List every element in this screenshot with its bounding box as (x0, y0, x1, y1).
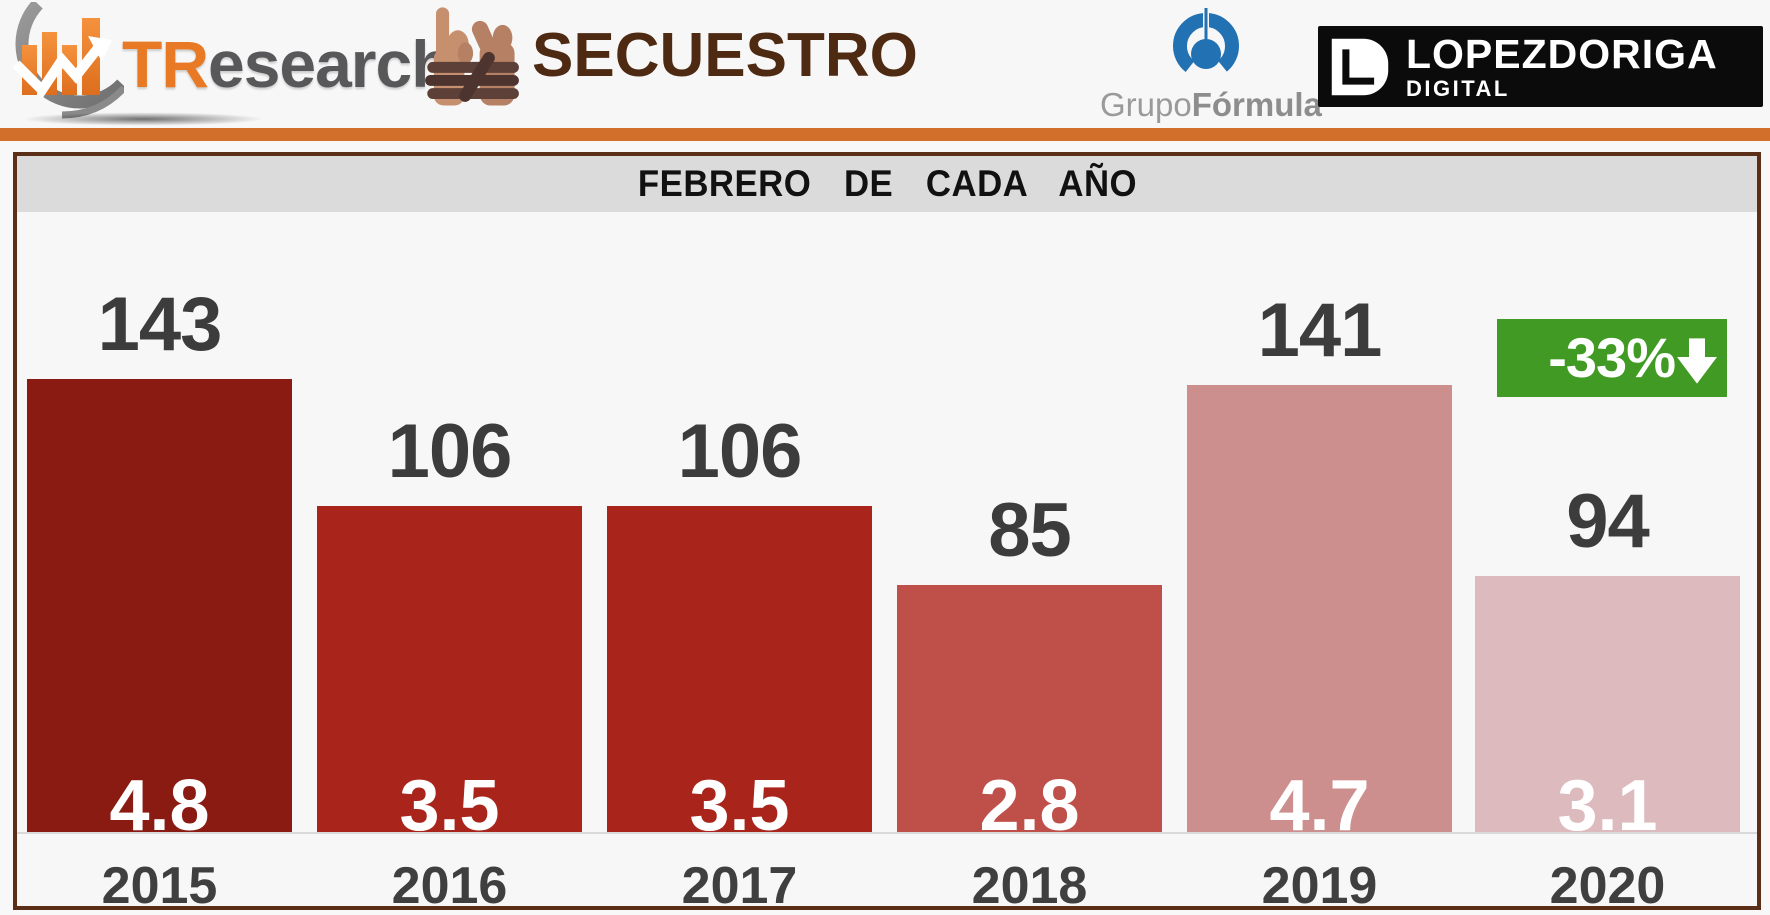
badge-text: -33% (1548, 326, 1676, 389)
bar-inner-label: 4.8 (109, 766, 210, 846)
ld-glyph-icon (1331, 38, 1389, 95)
bar-value-label: 94 (1566, 479, 1650, 564)
grupoformula-icon (1173, 6, 1239, 79)
chart-title: FEBRERO DE CADA AÑO (637, 163, 1137, 204)
lopezdoriga-subtitle: DIGITAL (1406, 75, 1510, 101)
bar-year-label: 2018 (971, 857, 1088, 915)
bar-column-2018: 85 2.8 2018 (897, 212, 1162, 912)
chart-panel: FEBRERO DE CADA AÑO 143 4.8 2015 106 3.5 2016… (13, 152, 1761, 912)
bar-value-label: 143 (97, 282, 223, 367)
bar-column-2016: 106 3.5 2016 (317, 212, 582, 912)
bar-year-label: 2016 (391, 857, 508, 915)
brand-tr: TR (122, 27, 209, 101)
lopezdoriga-logo: LOPEZDORIGA DIGITAL (1318, 26, 1763, 107)
bar-year-label: 2019 (1261, 857, 1378, 915)
bar-value-label: 85 (988, 488, 1072, 573)
lopezdoriga-title: LOPEZDORIGA (1406, 30, 1718, 77)
down-arrow-icon (1677, 338, 1717, 384)
grupoformula-text: GrupoFórmula® (1100, 86, 1331, 124)
bar-column-2019: 141 4.7 2019 (1187, 212, 1452, 912)
bar-column-2020: 94 3.1 2020 (1475, 212, 1740, 912)
change-badge: -33% (1497, 319, 1727, 397)
baseline (17, 832, 1757, 834)
bar-inner-label: 3.5 (689, 766, 790, 846)
plot-area: 143 4.8 2015 106 3.5 2016 106 3.5 2017 85 2.8 2018 1… (17, 212, 1757, 912)
bar-value-label: 106 (677, 409, 803, 494)
bar-inner-label: 4.7 (1269, 766, 1370, 846)
hands-tied-icon (425, 7, 519, 106)
bar-2020: 3.1 (1475, 576, 1740, 842)
bar-2018: 2.8 (897, 585, 1162, 842)
header-bar: TResearch SECUESTRO GrupoFórmula® (0, 0, 1770, 128)
bar-2016: 3.5 (317, 506, 582, 842)
tresearch-logo-icon (12, 2, 124, 119)
orange-divider (0, 128, 1770, 141)
bar-year-label: 2020 (1549, 857, 1666, 915)
grupo-label: Grupo (1100, 86, 1192, 123)
chart-title-band: FEBRERO DE CADA AÑO (17, 156, 1757, 212)
brand-rest: esearch (207, 27, 452, 101)
lopezdoriga-text: LOPEZDORIGA DIGITAL (1406, 30, 1718, 101)
bar-inner-label: 3.1 (1557, 766, 1658, 846)
bar-2015: 4.8 (27, 379, 292, 842)
formula-label: Fórmula (1191, 86, 1322, 123)
bar-value-label: 141 (1257, 288, 1383, 373)
bar-inner-label: 3.5 (399, 766, 500, 846)
brand-text: TResearch (122, 26, 452, 102)
page-title: SECUESTRO (532, 21, 918, 90)
grupoformula-logo: GrupoFórmula® (1100, 4, 1331, 124)
bar-year-label: 2015 (101, 857, 218, 915)
bar-column-2017: 106 3.5 2017 (607, 212, 872, 912)
bar-year-label: 2017 (681, 857, 798, 915)
logo-shadow (18, 112, 268, 126)
bar-2017: 3.5 (607, 506, 872, 842)
bar-2019: 4.7 (1187, 385, 1452, 842)
bar-inner-label: 2.8 (979, 766, 1080, 846)
bar-column-2015: 143 4.8 2015 (27, 212, 292, 912)
bar-value-label: 106 (387, 409, 513, 494)
